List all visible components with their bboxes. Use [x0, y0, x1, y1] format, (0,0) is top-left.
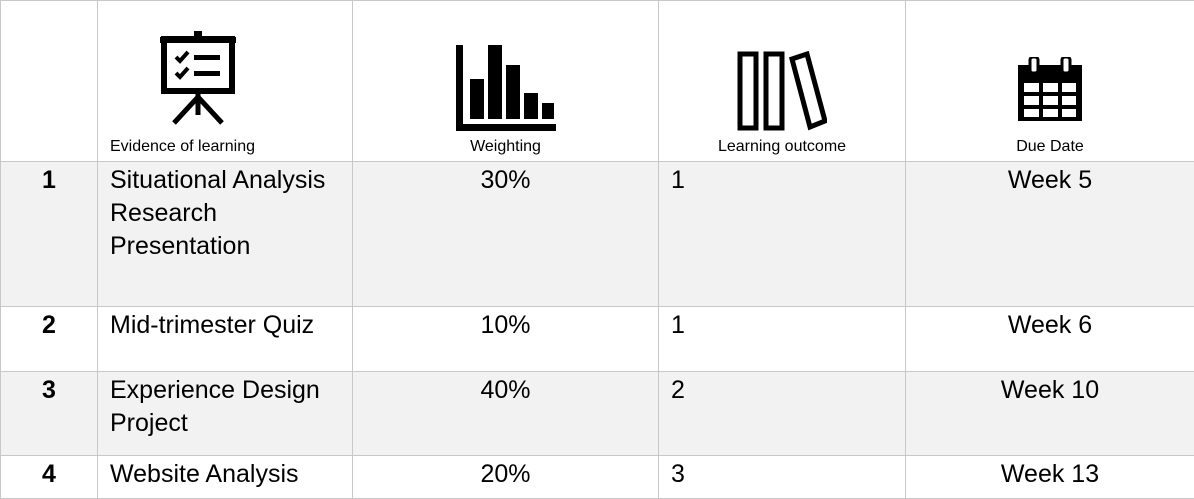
due-date: Week 13 — [906, 456, 1194, 499]
header-text: Learning outcome — [718, 138, 846, 155]
due-date: Week 10 — [906, 372, 1194, 456]
row-number: 1 — [1, 162, 98, 307]
learning-outcome: 1 — [659, 307, 906, 372]
learning-outcome: 1 — [659, 162, 906, 307]
learning-outcome: 2 — [659, 372, 906, 456]
evidence: Mid-trimester Quiz — [98, 307, 353, 372]
weighting: 30% — [353, 162, 659, 307]
row-number: 2 — [1, 307, 98, 372]
header-text: Evidence of learning — [110, 138, 255, 155]
header-cell: Learning outcome — [659, 1, 906, 162]
evidence: Experience Design Project — [98, 372, 353, 456]
header-text: Due Date — [1016, 138, 1084, 155]
weighting: 10% — [353, 307, 659, 372]
bar-chart-icon — [456, 39, 556, 131]
row-number: 3 — [1, 372, 98, 456]
header-cell — [1, 1, 98, 162]
calendar-icon — [1018, 57, 1082, 121]
row-number: 4 — [1, 456, 98, 499]
page: Evidence of learning Weighting Learning … — [0, 0, 1194, 477]
weighting: 40% — [353, 372, 659, 456]
books-icon — [737, 51, 827, 131]
header-text: Weighting — [470, 138, 541, 155]
evidence: Website Analysis — [98, 456, 353, 499]
evidence: Situational Analysis Research Presentati… — [98, 162, 353, 307]
header-cell: Due Date — [906, 1, 1194, 162]
header-cell: Weighting — [353, 1, 659, 162]
learning-outcome: 3 — [659, 456, 906, 499]
due-date: Week 6 — [906, 307, 1194, 372]
presentation-icon — [160, 31, 236, 131]
due-date: Week 5 — [906, 162, 1194, 307]
weighting: 20% — [353, 456, 659, 499]
header-row: Evidence of learning Weighting Learning … — [1, 1, 1194, 162]
header-cell: Evidence of learning — [98, 1, 353, 162]
